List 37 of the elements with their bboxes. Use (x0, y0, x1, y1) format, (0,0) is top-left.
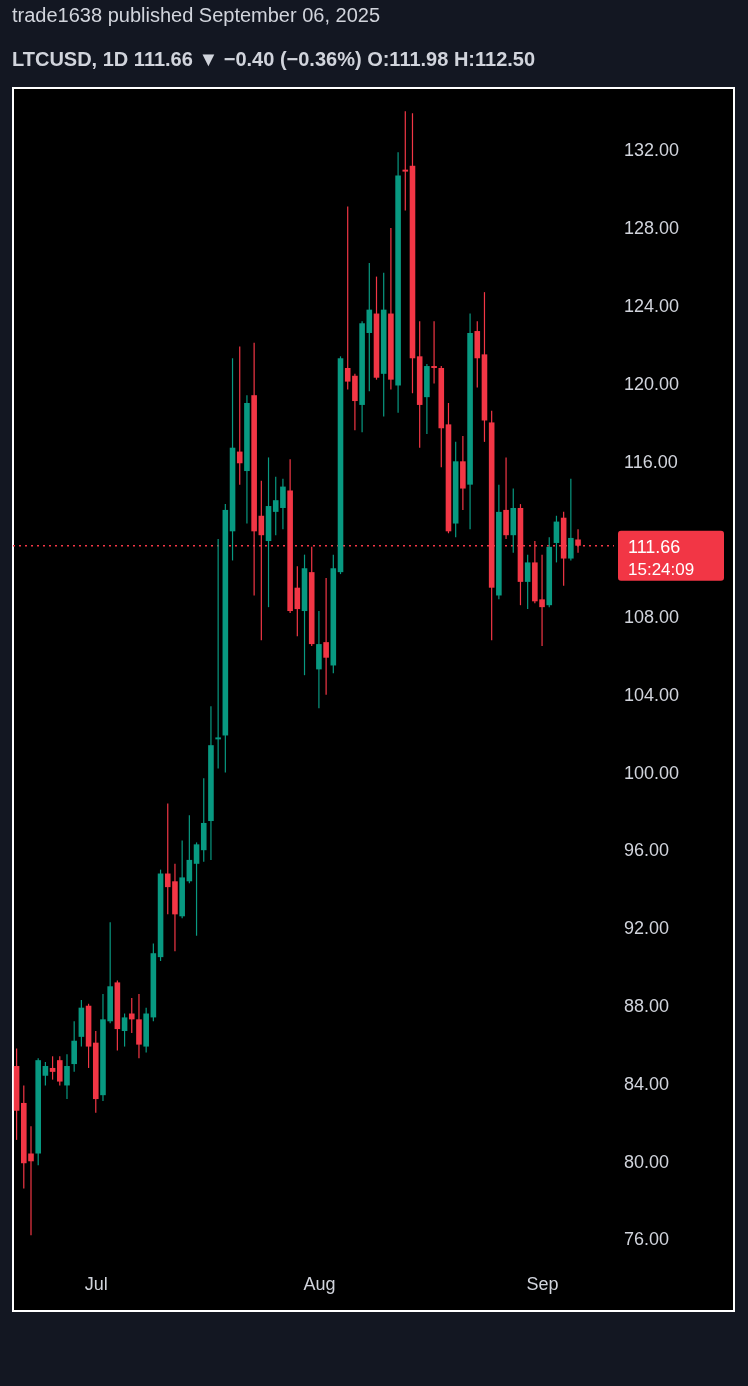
x-tick-label: Jul (84, 1273, 108, 1294)
candlestick (49, 1055, 56, 1081)
y-tick-label: 108.00 (624, 607, 680, 628)
annotation: 15:24:09 (628, 559, 695, 579)
candlestick (215, 538, 221, 770)
candlestick (71, 1020, 77, 1073)
y-tick-label: 76.00 (624, 1229, 670, 1250)
candlestick (64, 1053, 70, 1100)
candlestick (575, 528, 581, 554)
y-tick-label: 116.00 (624, 451, 678, 472)
y-tick-label: 80.00 (624, 1151, 670, 1172)
chart-title: trade1638 published September 06, 2025 (12, 4, 381, 26)
ref-line-label: 111.66 (628, 536, 681, 557)
chart-subtitle: LTCUSD, 1D 111.66 ▼ −0.40 (−0.36%) O:111.98 H:112.50 (12, 48, 536, 70)
y-tick-label: 88.00 (624, 996, 670, 1016)
y-tick-label: 128.00 (624, 218, 680, 239)
candlestick (236, 346, 243, 486)
x-tick-label: Aug (303, 1273, 336, 1294)
candlestick (56, 1055, 63, 1087)
y-tick-label: 120.00 (624, 373, 680, 394)
candlestick (402, 110, 409, 212)
candlestick (193, 841, 200, 937)
y-tick-label: 100.00 (624, 762, 680, 783)
y-tick-label: 132.00 (624, 140, 680, 161)
candlestick (323, 577, 329, 696)
candlestick (128, 997, 135, 1034)
candlestick (121, 1012, 128, 1048)
candlestick (431, 320, 437, 385)
candlestick (524, 554, 531, 610)
candlestick (42, 1061, 49, 1087)
y-tick-label: 92.00 (624, 918, 670, 939)
y-tick-label: 104.00 (624, 684, 680, 705)
candlestick (568, 478, 574, 562)
x-tick-label: Sep (526, 1273, 559, 1294)
y-tick-label: 96.00 (624, 840, 670, 861)
y-tick-label: 124.00 (624, 296, 680, 317)
y-tick-label: 84.00 (624, 1073, 670, 1094)
